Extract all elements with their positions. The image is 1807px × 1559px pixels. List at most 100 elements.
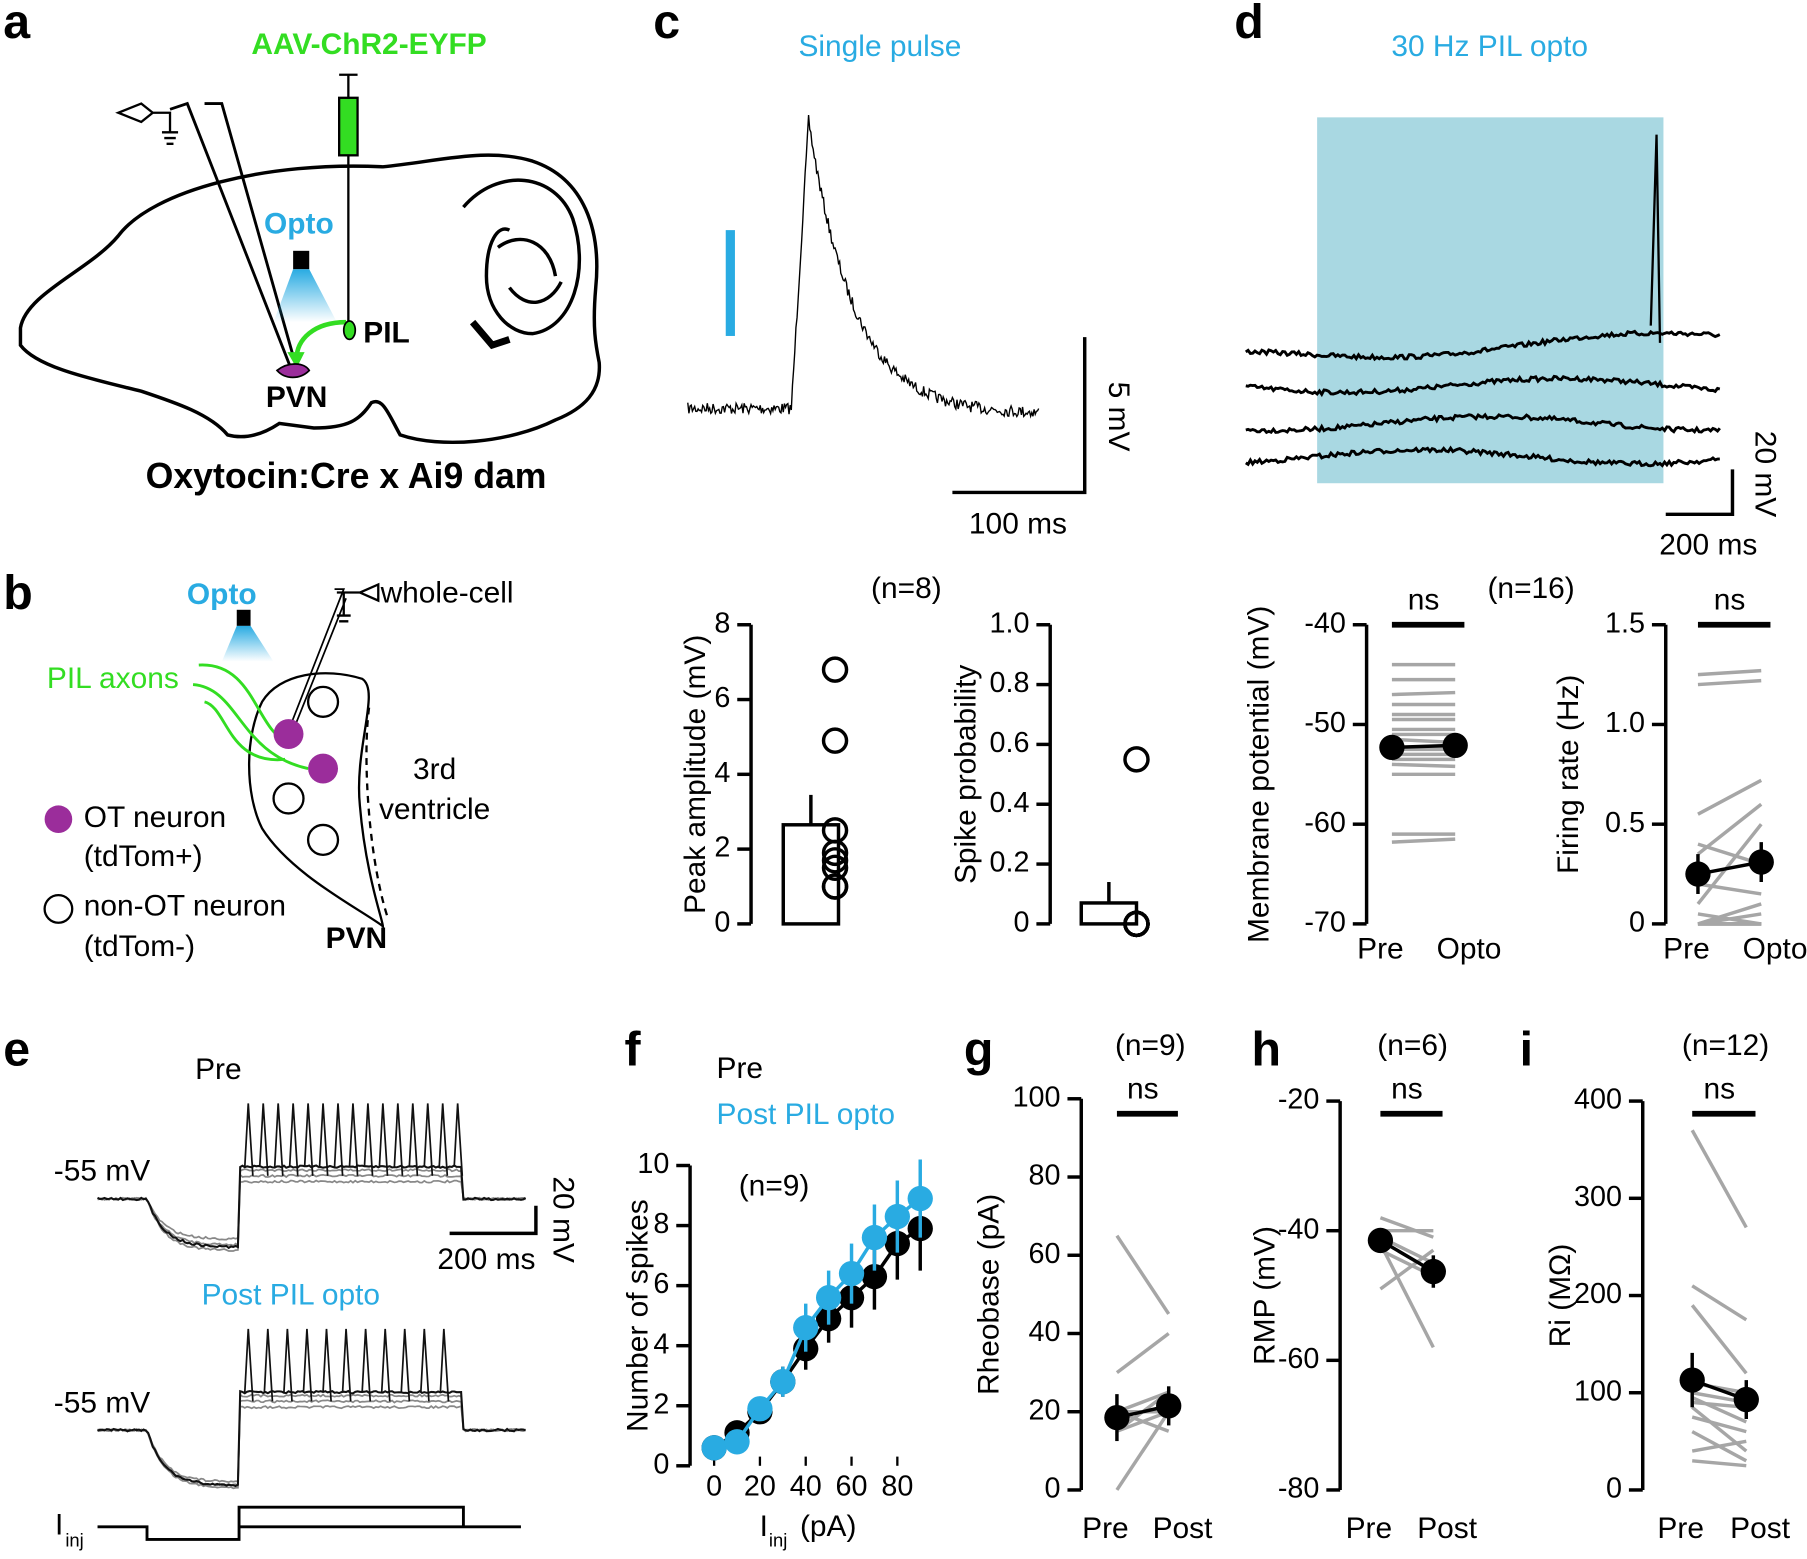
series-point [861,1263,888,1290]
y-tick-label: -50 [1304,707,1346,739]
spike [1649,134,1662,343]
cerebellum-folds [496,237,563,304]
individual-line [1115,1410,1171,1491]
axons-label: PIL axons [47,662,179,695]
y-tick-label: 2 [714,832,730,864]
y-tick-label: 0 [1045,1473,1061,1505]
y-tick-label: 100 [1574,1375,1622,1407]
y-tick-label: 0.4 [990,787,1030,819]
y-tick-label: 4 [714,757,730,789]
y-tick-label: -70 [1304,906,1346,938]
trace [97,1172,526,1241]
y-tick-label: 0 [1629,906,1645,938]
caption: Oxytocin:Cre x Ai9 dam [146,456,547,496]
y-tick-label: -80 [1278,1473,1320,1505]
y-tick-label: 300 [1574,1181,1622,1213]
spikes [243,1103,464,1176]
series-point [701,1435,727,1461]
brainstem [469,319,511,350]
y-tick-label: -20 [1278,1084,1320,1116]
trace [1245,374,1721,398]
trace-group [687,115,1040,419]
brain-outline [18,153,602,445]
y-tick-label: 40 [1029,1316,1061,1348]
individual-line [1391,690,1456,697]
opto-label: Opto [187,578,257,611]
y-axis-label: Rheobase (pA) [972,1194,1005,1395]
legend-label: (tdTom+) [84,840,203,873]
y-axis-label: Spike probability [949,665,982,884]
y-tick-label: 1.5 [1605,607,1645,639]
y-tick-label: 200 [1574,1278,1622,1310]
ventricle-label: 3rd [413,753,456,786]
panel-label: f [624,1023,641,1077]
y-tick-label: 1.0 [990,607,1030,639]
electrode [169,101,298,369]
trace [1245,445,1720,468]
scale-bar [449,1205,538,1236]
y-tick-label: 80 [1029,1160,1061,1192]
neuron [306,685,340,718]
point [821,854,849,882]
series-point [747,1396,773,1422]
y-tick-label: 0 [714,906,730,938]
individual-line [1690,1304,1748,1375]
light-source [236,609,251,626]
scale-label: 5 mV [1102,382,1135,452]
y-tick-label: 6 [714,682,730,714]
individual-line [1115,1234,1171,1315]
y-tick-label: 100 [1013,1081,1061,1113]
x-axis-label-unit: (pA) [800,1510,857,1543]
x-tick-label: Pre [1657,1512,1704,1545]
individual-line [1379,1216,1434,1239]
x-tick-label: 60 [836,1470,868,1502]
light-beam [273,269,337,323]
annotation: (n=6) [1377,1029,1448,1062]
y-axis-label: Firing rate (Hz) [1552,675,1585,874]
individual-line [1691,1284,1748,1322]
point [821,847,849,874]
panel-label: g [964,1023,994,1077]
y-tick-label: 1.0 [1605,707,1645,739]
individual-line [1690,1129,1748,1229]
y-tick-label: 0.2 [990,847,1030,879]
individual-line [1692,1459,1747,1468]
point [821,656,849,683]
panel-label: d [1234,0,1264,49]
series-line [713,1227,922,1450]
y-tick-label: 4 [653,1328,669,1360]
y-axis-label: Membrane potential (mV) [1243,606,1276,943]
significance-label: ns [1714,584,1746,617]
x-tick-label: 20 [744,1470,776,1502]
individual-line [1697,678,1762,687]
point [821,873,849,900]
mean-point [1685,861,1711,887]
pil-region [342,320,357,341]
significance-label: ns [1127,1073,1159,1106]
trace-group [1244,134,1721,468]
y-tick-label: 8 [653,1208,669,1240]
point [821,817,849,844]
trace [1245,412,1721,435]
pil-label: PIL [363,317,410,350]
baseline-label: -55 mV [54,1154,150,1187]
opto-label: Opto [264,207,334,240]
y-tick-label: 8 [714,607,730,639]
trace [97,1179,526,1248]
significance-label: ns [1703,1073,1735,1106]
electrode [287,588,347,731]
x-axis-label-sub: inj [769,1530,787,1551]
scale-label: 200 ms [437,1243,535,1276]
panel-label: e [3,1023,30,1077]
light-window [1317,117,1664,484]
ventricle-border [365,707,390,921]
y-tick-label: -60 [1278,1343,1320,1375]
individual-line [1697,778,1763,816]
y-tick-label: 0 [1606,1473,1622,1505]
syringe [338,96,359,157]
x-axis-label: I [760,1510,768,1543]
scale-label: 20 mV [546,1176,579,1262]
panel-title: 30 Hz PIL opto [1391,30,1588,63]
